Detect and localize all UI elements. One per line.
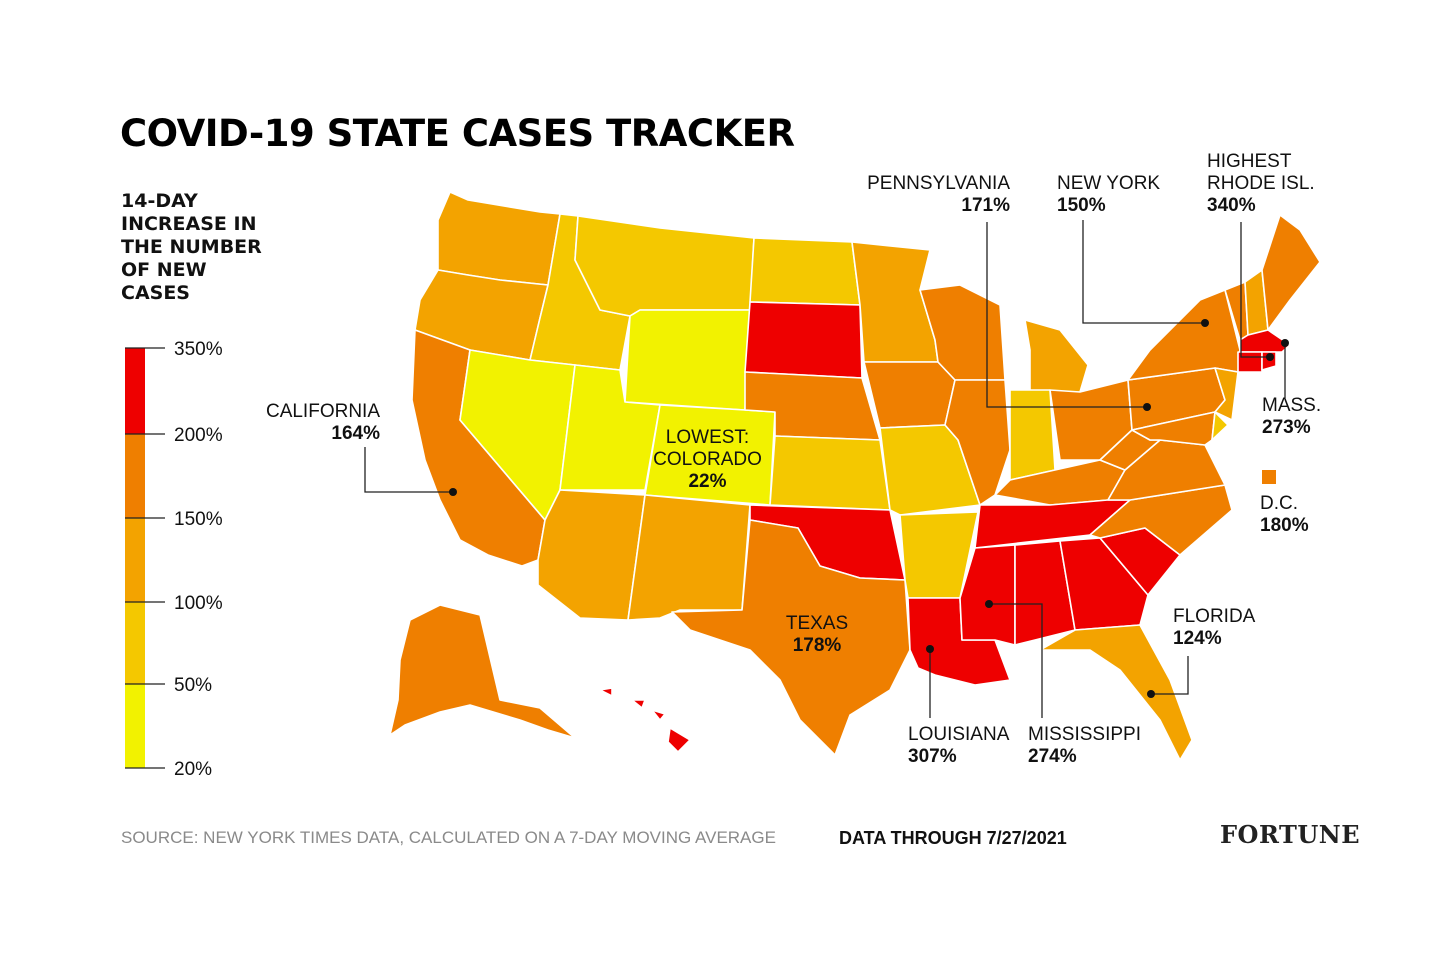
state-new-york — [1127, 289, 1241, 381]
callout-name: LOUISIANA — [908, 724, 1010, 745]
callout-new-york: NEW YORK 150% — [1057, 173, 1160, 217]
callout-name: COLORADO — [653, 449, 762, 470]
legend-title-line: 14-DAY — [121, 190, 198, 212]
callout-value: 178% — [792, 635, 842, 656]
data-date: DATA THROUGH 7/27/2021 — [839, 828, 1067, 848]
callout-california: CALIFORNIA 164% — [250, 401, 380, 445]
state-colorado — [644, 404, 776, 506]
marker-louisiana — [926, 645, 934, 653]
callout-name: MISSISSIPPI — [1028, 724, 1141, 745]
legend-tick-label: 350% — [174, 339, 223, 360]
marker-florida — [1147, 690, 1155, 698]
callout-value: 307% — [908, 746, 957, 767]
state-indiana — [1009, 389, 1056, 481]
callout-rhode-island: HIGHEST RHODE ISL. 340% — [1207, 151, 1315, 217]
state-hawaii — [599, 687, 691, 753]
legend-tick-label: 20% — [174, 759, 212, 780]
state-new-mexico — [627, 494, 751, 621]
leader-rhode-island — [1240, 222, 1270, 358]
callout-value: 340% — [1207, 195, 1256, 216]
callout-value: 150% — [1057, 195, 1106, 216]
source-note: SOURCE: NEW YORK TIMES DATA, CALCULATED … — [121, 828, 776, 847]
legend-tick-label: 50% — [174, 675, 212, 696]
callout-name: D.C. — [1260, 493, 1298, 514]
callout-colorado: LOWEST: COLORADO 22% — [645, 427, 770, 493]
callout-louisiana: LOUISIANA 307% — [908, 724, 1009, 768]
legend-tick-label: 150% — [174, 509, 223, 530]
state-iowa — [863, 361, 956, 429]
state-maine — [1261, 214, 1321, 331]
callout-pennsylvania: PENNSYLVANIA 171% — [860, 173, 1010, 217]
legend-tick-label: 200% — [174, 425, 223, 446]
leader-florida — [1151, 656, 1189, 695]
leader-pennsylvania — [986, 222, 1147, 408]
state-illinois — [944, 379, 1011, 506]
callout-name: PENNSYLVANIA — [867, 173, 1010, 194]
state-georgia — [1059, 537, 1149, 631]
callout-value: 180% — [1260, 515, 1309, 536]
leader-new-york — [1082, 220, 1205, 324]
state-florida — [1039, 624, 1193, 761]
legend-bin-20-50 — [125, 684, 145, 768]
state-kansas — [769, 435, 891, 511]
legend-bin-200-350 — [125, 348, 145, 434]
callout-label: LOWEST: — [665, 427, 750, 448]
legend-bin-100-150 — [125, 518, 145, 602]
callout-name: TEXAS — [785, 613, 849, 634]
callout-value: 171% — [961, 195, 1010, 216]
marker-rhode-island — [1266, 353, 1274, 361]
callout-value: 164% — [331, 423, 380, 444]
legend-tick-label: 100% — [174, 593, 223, 614]
leader-mississippi — [989, 603, 1043, 718]
legend-bin-150-200 — [125, 434, 145, 518]
state-delaware — [1211, 411, 1229, 441]
marker-mississippi — [985, 600, 993, 608]
callout-dc: D.C. 180% — [1260, 493, 1309, 537]
legend-color-scale: 350% 200% 150% 100% 50% 20% — [125, 339, 223, 780]
legend-title-line: INCREASE IN — [121, 213, 257, 235]
state-michigan — [1024, 319, 1089, 396]
callout-name: MASS. — [1262, 395, 1322, 416]
state-wyoming — [624, 309, 751, 411]
marker-california — [449, 488, 457, 496]
legend-title-line: OF NEW — [121, 259, 207, 281]
chart-title: COVID-19 STATE CASES TRACKER — [120, 112, 795, 155]
callout-texas: TEXAS 178% — [777, 613, 857, 657]
state-alaska — [389, 604, 576, 739]
callout-name: NEW YORK — [1057, 173, 1161, 194]
state-north-dakota — [749, 237, 861, 306]
callout-name: RHODE ISL. — [1207, 173, 1315, 194]
brand-logo: FORTUNE — [1220, 820, 1360, 849]
callout-mississippi: MISSISSIPPI 274% — [1028, 724, 1141, 768]
state-new-jersey — [1214, 367, 1239, 421]
callout-value: 22% — [688, 471, 727, 492]
legend-title-line: THE NUMBER — [121, 236, 262, 258]
marker-new-york — [1201, 319, 1209, 327]
leader-california — [364, 447, 453, 493]
callout-massachusetts: MASS. 273% — [1262, 395, 1321, 439]
state-alabama — [1014, 540, 1076, 646]
marker-massachusetts — [1281, 339, 1289, 347]
state-washington — [437, 191, 561, 286]
marker-pennsylvania — [1143, 403, 1151, 411]
dc-color-swatch — [1262, 470, 1276, 484]
state-montana — [574, 215, 755, 317]
callout-value: 273% — [1262, 417, 1311, 438]
callout-florida: FLORIDA 124% — [1173, 606, 1255, 650]
callout-value: 124% — [1173, 628, 1222, 649]
callout-name: CALIFORNIA — [265, 401, 380, 422]
legend-title-line: CASES — [121, 282, 190, 304]
callout-label: HIGHEST — [1207, 151, 1292, 172]
callout-name: FLORIDA — [1173, 606, 1256, 627]
callout-value: 274% — [1028, 746, 1077, 767]
state-texas — [671, 519, 911, 756]
state-arizona — [537, 489, 646, 621]
legend-title: 14-DAY INCREASE IN THE NUMBER OF NEW CAS… — [121, 190, 281, 305]
state-south-dakota — [744, 301, 863, 379]
legend-bin-50-100 — [125, 602, 145, 684]
